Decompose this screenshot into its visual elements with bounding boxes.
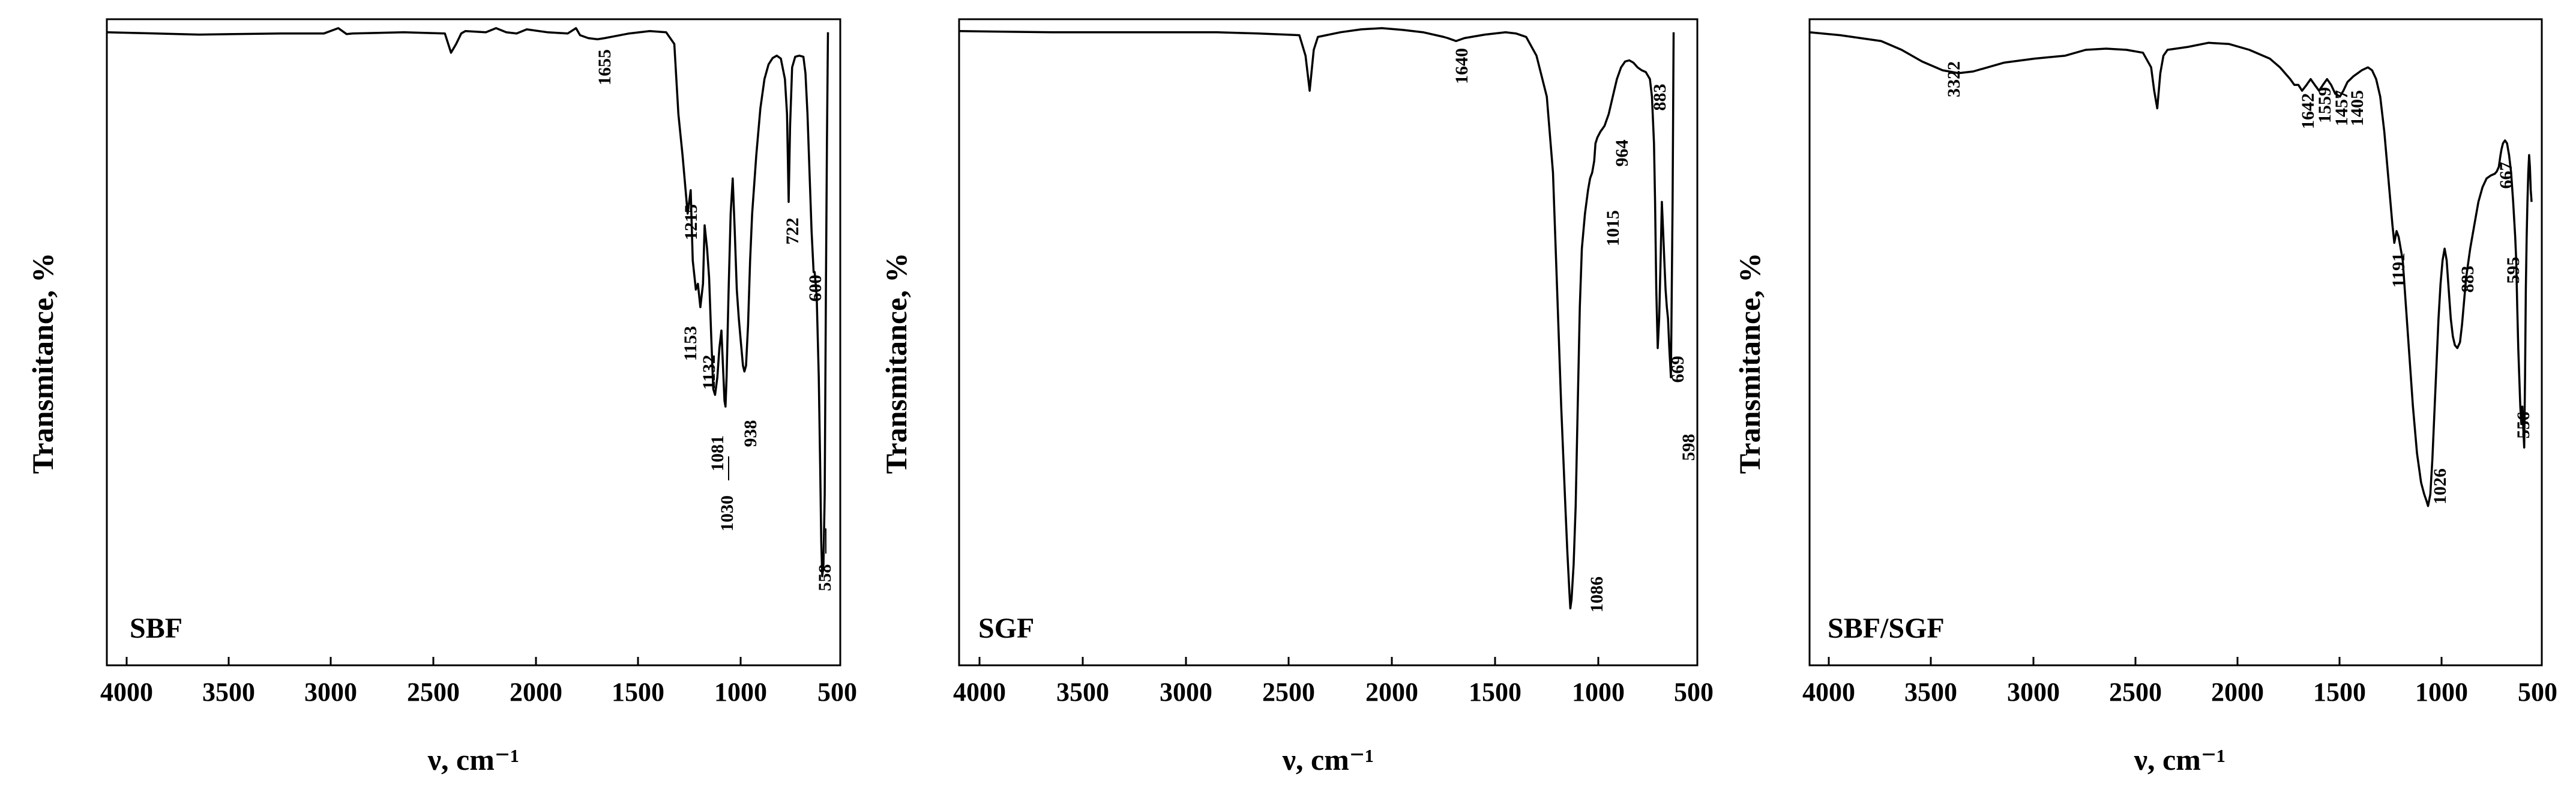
peak-label-964: 964 xyxy=(1612,140,1632,167)
spectrum-line xyxy=(106,27,829,578)
peak-label-938: 938 xyxy=(741,420,760,447)
x-tick-label-2000: 2000 xyxy=(2211,677,2264,707)
peak-label-556: 556 xyxy=(2514,412,2533,439)
x-tick-label-2500: 2500 xyxy=(407,677,460,707)
x-tick-label-500: 500 xyxy=(1674,677,1714,707)
panel-sgf: 4000 3500 3000 2500 2000 1500 1000 500 ν… xyxy=(879,18,1714,776)
x-tick-label-2000: 2000 xyxy=(510,677,562,707)
peak-label-1457: 1457 xyxy=(2332,90,2352,126)
peak-label-1215: 1215 xyxy=(681,204,701,240)
y-axis-title: Transmitance, % xyxy=(26,253,59,474)
plot-frame xyxy=(106,18,841,667)
peak-label-667: 667 xyxy=(2496,162,2516,189)
peak-label-3322: 3322 xyxy=(1944,61,1964,97)
peak-label-1191: 1191 xyxy=(2389,253,2409,288)
x-tick-label-2000: 2000 xyxy=(1365,677,1418,707)
peak-label-1153: 1153 xyxy=(681,326,700,361)
peak-label-669: 669 xyxy=(1668,356,1688,383)
x-tick-label-1500: 1500 xyxy=(612,677,664,707)
x-tick-label-1500: 1500 xyxy=(2313,677,2366,707)
x-tick-label-1000: 1000 xyxy=(1572,677,1625,707)
panel-label: SGF xyxy=(978,612,1034,644)
plot-frame xyxy=(958,18,1699,667)
peak-label-1559: 1559 xyxy=(2315,87,2335,123)
peak-label-1081: 1081 xyxy=(708,435,727,471)
peak-label-1642: 1642 xyxy=(2298,93,2318,129)
peak-label-1026: 1026 xyxy=(2430,468,2450,504)
panel-sbf: 4000 3500 3000 2500 2000 1500 1000 500 ν… xyxy=(26,18,857,776)
panel-label: SBF/SGF xyxy=(1828,612,1945,644)
x-axis-title: ν, cm⁻¹ xyxy=(2134,743,2226,776)
peak-label-1132: 1132 xyxy=(699,355,719,390)
peak-label-1640: 1640 xyxy=(1452,48,1472,84)
panel-label: SBF xyxy=(130,612,182,644)
x-tick-label-1500: 1500 xyxy=(1469,677,1521,707)
x-tick-label-3500: 3500 xyxy=(202,677,255,707)
peak-label-722: 722 xyxy=(783,218,802,245)
x-tick-label-4000: 4000 xyxy=(100,677,153,707)
x-tick-label-500: 500 xyxy=(2518,677,2557,707)
x-tick-label-3000: 3000 xyxy=(304,677,357,707)
spectrum-line xyxy=(1809,31,2533,507)
x-axis: 4000 3500 3000 2500 2000 1500 1000 500 xyxy=(953,657,1714,707)
peak-label-600: 600 xyxy=(805,275,825,302)
x-tick-label-500: 500 xyxy=(817,677,857,707)
peak-label-558: 558 xyxy=(815,564,835,591)
x-axis: 4000 3500 3000 2500 2000 1500 1000 500 xyxy=(1802,657,2557,707)
peak-label-883: 883 xyxy=(1650,84,1670,111)
x-axis: 4000 3500 3000 2500 2000 1500 1000 500 xyxy=(100,657,857,707)
x-tick-label-1000: 1000 xyxy=(2415,677,2468,707)
x-tick-label-4000: 4000 xyxy=(953,677,1006,707)
peak-label-595: 595 xyxy=(2503,257,2523,284)
x-tick-label-1000: 1000 xyxy=(714,677,767,707)
peak-annotations: 1640 1086 1015 964 883 669 598 xyxy=(1452,48,1699,612)
plot-frame xyxy=(1808,18,2543,667)
y-axis-title: Transmitance, % xyxy=(879,253,913,474)
x-tick-label-4000: 4000 xyxy=(1802,677,1855,707)
peak-annotations: 1655 1215 1153 1132 1081 1030 938 722 60… xyxy=(595,49,835,591)
peak-label-1015: 1015 xyxy=(1603,210,1623,246)
x-tick-label-3500: 3500 xyxy=(1056,677,1109,707)
peak-annotations: 3322 1642 1559 1457 1405 1191 1026 883 6… xyxy=(1944,61,2533,504)
peak-label-1030: 1030 xyxy=(717,495,737,531)
x-tick-label-2500: 2500 xyxy=(2109,677,2162,707)
peak-label-598: 598 xyxy=(1679,434,1699,461)
y-axis-title: Transmitance, % xyxy=(1733,253,1766,474)
x-tick-label-3000: 3000 xyxy=(2007,677,2060,707)
peak-label-883: 883 xyxy=(2458,266,2478,293)
peak-label-1405: 1405 xyxy=(2347,90,2367,126)
peak-label-1086: 1086 xyxy=(1587,576,1607,612)
panel-sbf-sgf: 4000 3500 3000 2500 2000 1500 1000 500 ν… xyxy=(1733,18,2557,776)
x-tick-label-3500: 3500 xyxy=(1904,677,1957,707)
x-tick-label-2500: 2500 xyxy=(1262,677,1315,707)
spectrum-line xyxy=(958,27,1675,609)
peak-label-1655: 1655 xyxy=(595,49,615,85)
x-tick-label-3000: 3000 xyxy=(1160,677,1212,707)
x-axis-title: ν, cm⁻¹ xyxy=(427,743,520,776)
x-axis-title: ν, cm⁻¹ xyxy=(1282,743,1374,776)
